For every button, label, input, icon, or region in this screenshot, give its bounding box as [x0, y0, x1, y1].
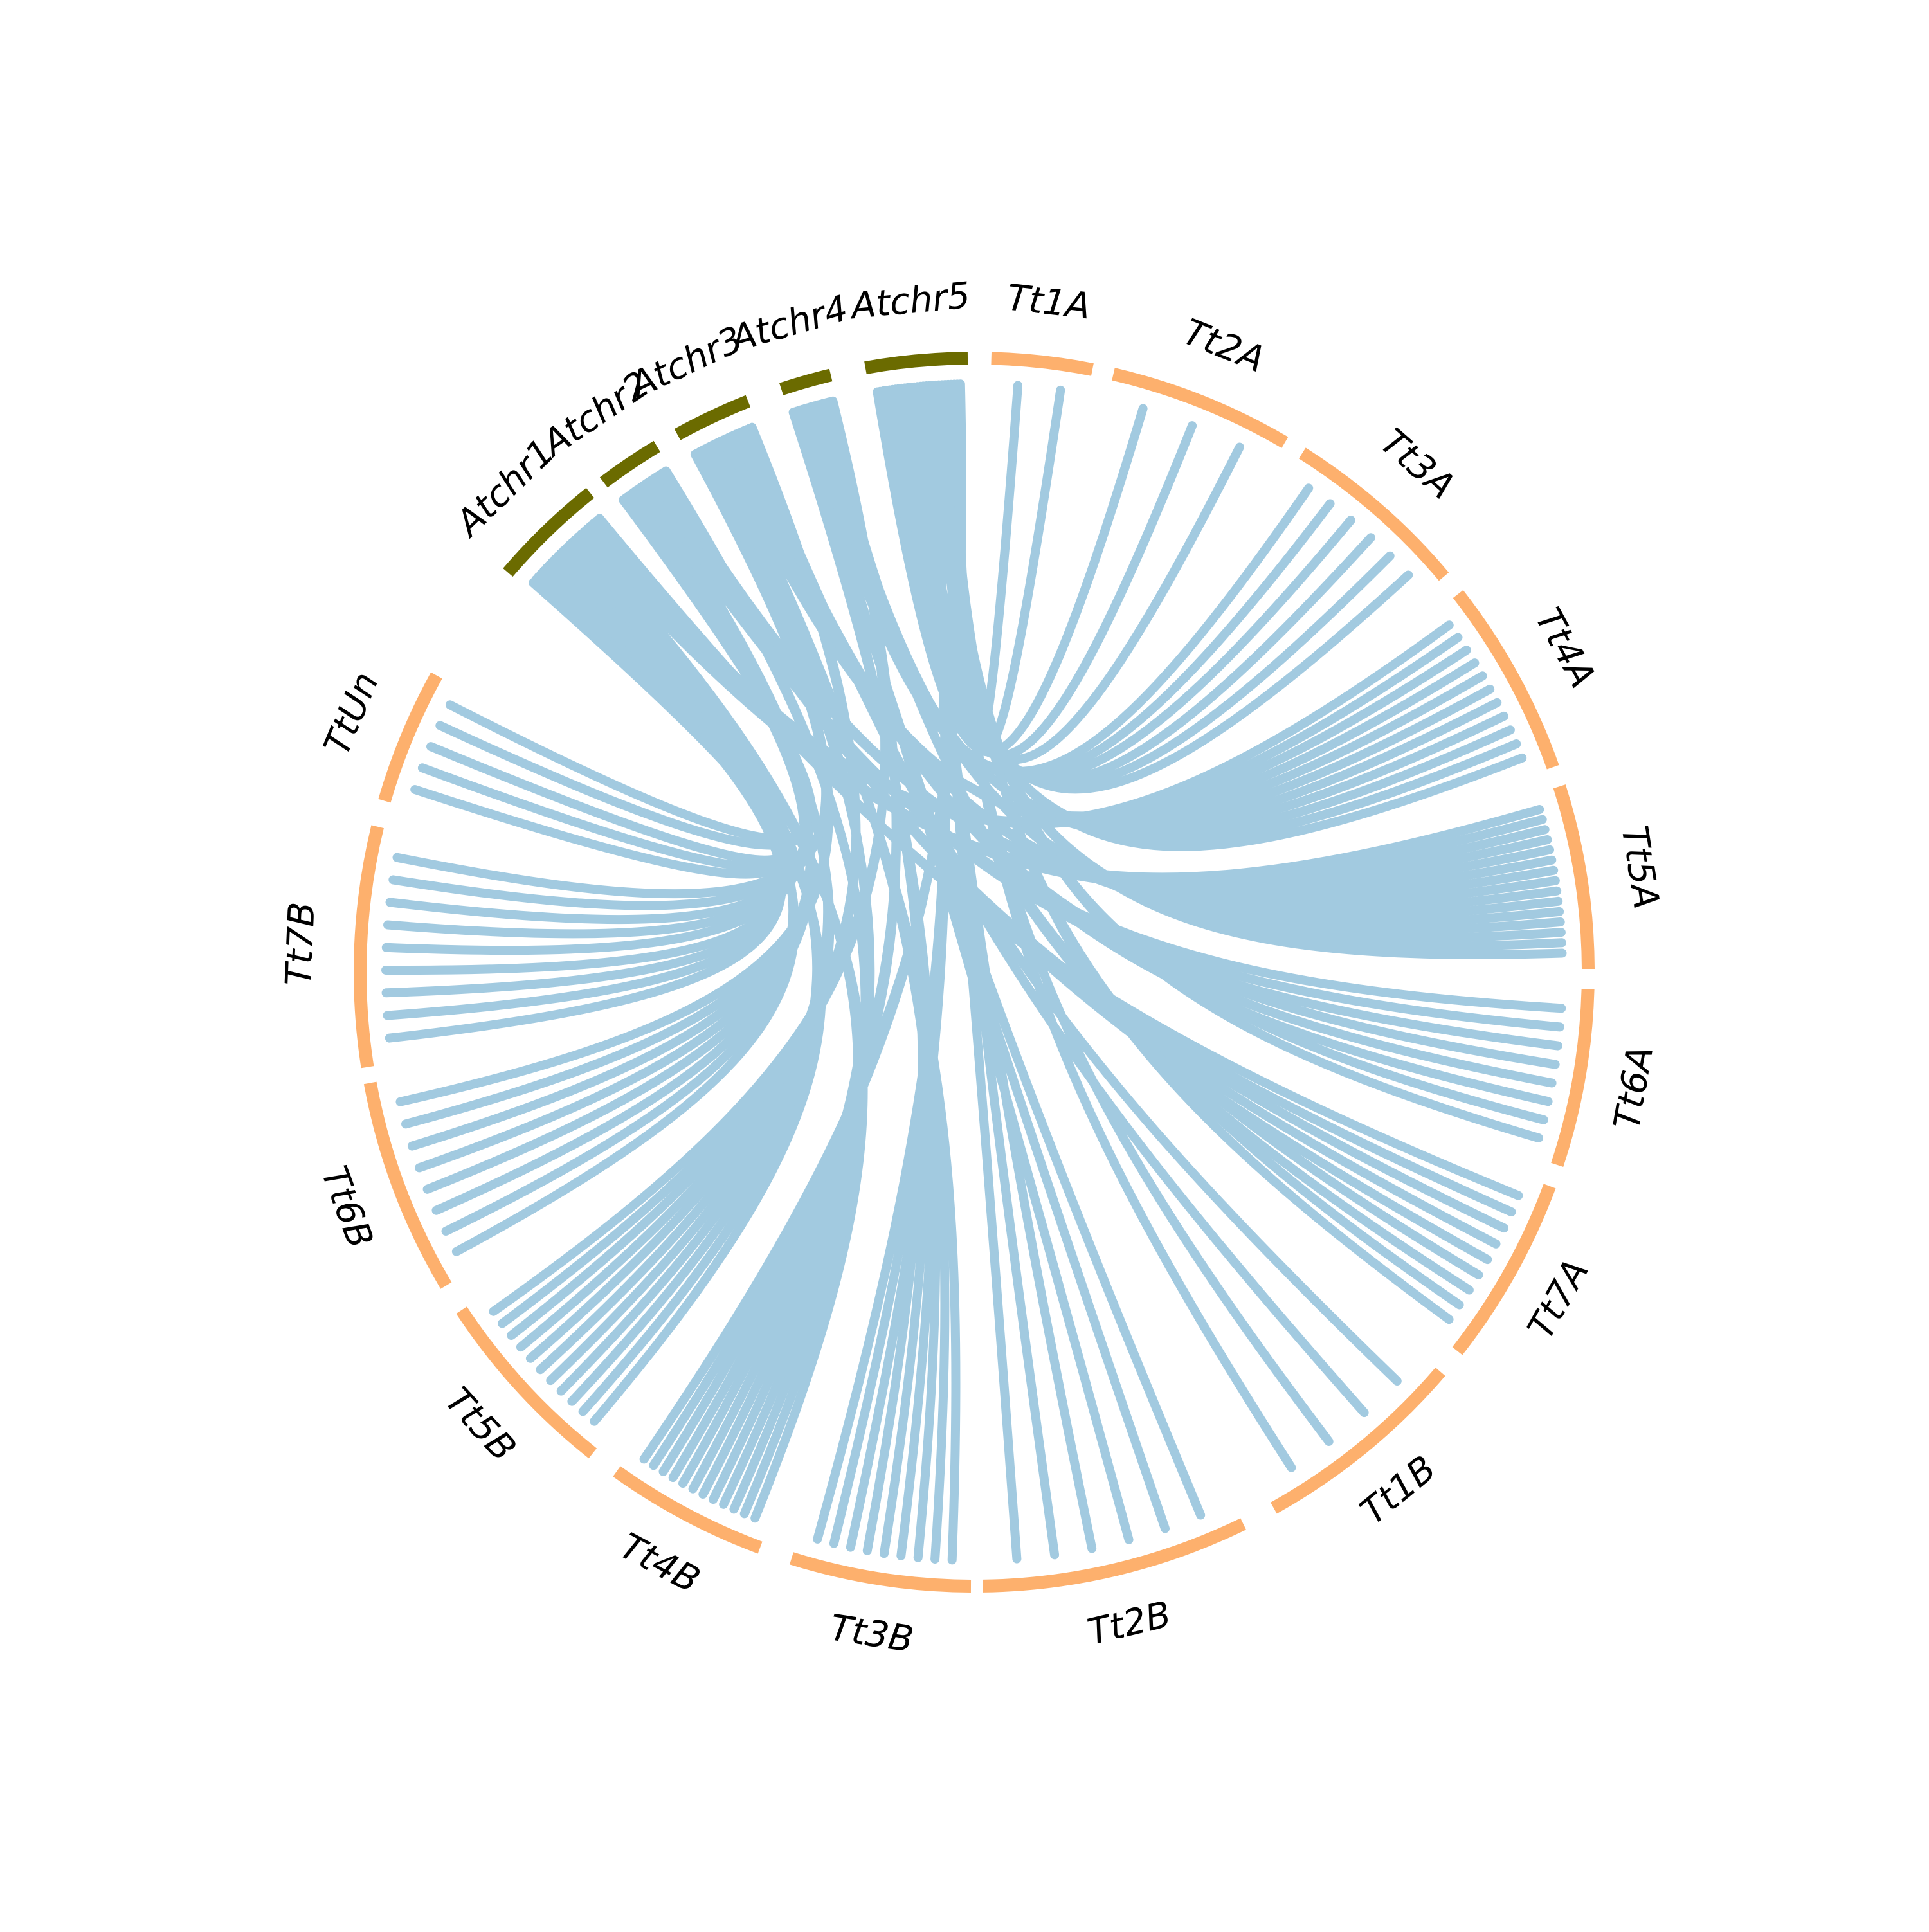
segment-tt4b [613, 1466, 763, 1554]
segment-atchr5 [864, 352, 968, 374]
label-tt6b: Tt6B [312, 1160, 381, 1254]
segment-atchr3 [674, 395, 751, 440]
label-tt5a: Tt5A [1613, 823, 1667, 912]
segment-tt6a [1551, 989, 1595, 1168]
link-atchr3-tt4b [678, 442, 873, 1488]
label-tt3a: Tt3A [1372, 421, 1463, 508]
segment-tt5a [1553, 784, 1595, 970]
link-atchr3-tt5b [507, 422, 861, 1340]
link-atchr2-tt5b [525, 481, 833, 1363]
segment-atchr1 [503, 487, 595, 577]
chromosome-ring [354, 352, 1595, 1593]
label-ttun: TtUn [316, 666, 387, 761]
link-atchr5-tt4b [639, 379, 966, 1464]
label-tt6a: Tt6A [1606, 1043, 1662, 1132]
link-atchr5-tt1b [931, 380, 1296, 1472]
link-atchr1-tt4b [574, 532, 863, 1514]
label-atchr5: Atchr5 [847, 275, 972, 327]
segment-atchr4 [779, 368, 833, 395]
segment-tt7a [1452, 1184, 1556, 1355]
label-tt4b: Tt4B [613, 1525, 706, 1602]
label-tt7b: Tt7B [278, 901, 323, 987]
label-tt4a: Tt4A [1526, 601, 1603, 694]
segment-tt6b [363, 1081, 452, 1289]
segment-tt3b [790, 1552, 972, 1593]
label-tt1b: Tt1B [1353, 1448, 1444, 1533]
segment-tt1a [991, 352, 1094, 376]
segment-tt5b [456, 1306, 597, 1459]
link-atchr3-tt1b [742, 425, 1369, 1418]
links-layer [381, 379, 1567, 1565]
label-tt2a: Tt2A [1177, 311, 1271, 381]
link-atchr5-tt3b [813, 381, 950, 1544]
segment-tt2a [1112, 368, 1289, 448]
segment-tt7b [354, 825, 384, 1069]
segment-tt2b [983, 1518, 1246, 1593]
segment-tt1b [1271, 1367, 1445, 1514]
label-atchr4: Atchr4 [725, 287, 853, 361]
segment-tt4a [1453, 590, 1559, 770]
link-atchr4-tt3b [792, 406, 927, 1555]
segment-atchr2 [599, 440, 660, 488]
link-atchr4-tt5b [489, 396, 890, 1316]
link-atchr3-tt3b [713, 438, 941, 1562]
label-tt3b: Tt3B [827, 1607, 916, 1661]
segment-ttun [378, 672, 442, 803]
label-tt1a: Tt1A [1005, 277, 1093, 328]
label-tt7a: Tt7A [1520, 1252, 1597, 1346]
label-tt2b: Tt2B [1084, 1594, 1175, 1654]
label-tt5b: Tt5B [437, 1380, 524, 1470]
segment-tt3a [1298, 447, 1449, 581]
link-atchr4-tt7a [820, 398, 1474, 1295]
